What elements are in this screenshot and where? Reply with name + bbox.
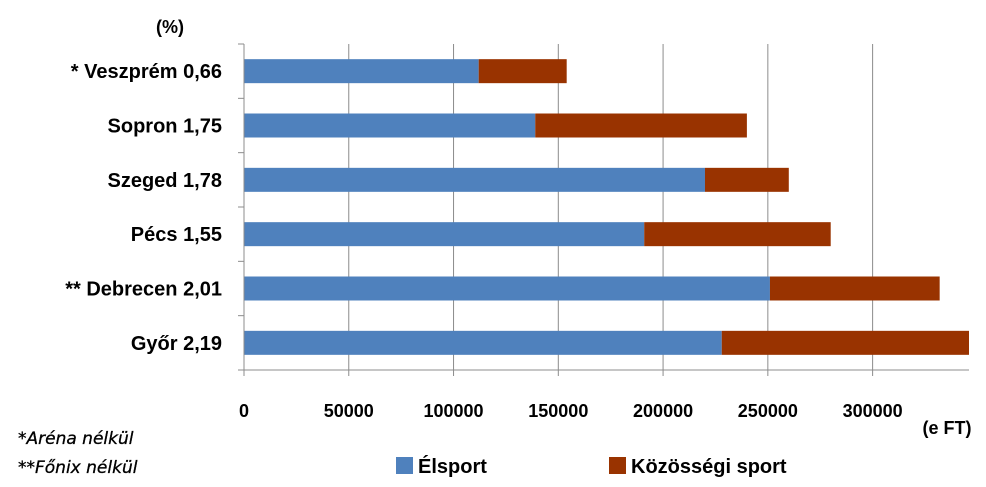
legend-label: Közösségi sport — [631, 456, 787, 478]
x-unit-label: (e FT) — [923, 418, 972, 438]
legend-swatch — [396, 457, 413, 474]
axes: 0 50000 100000 150000 200000 250000 300000 Győr… — [65, 43, 969, 421]
bar-segment — [244, 222, 645, 247]
x-tick-label: 0 — [239, 401, 249, 421]
bar-segment — [478, 59, 567, 84]
category-label: Pécs 1,55 — [131, 224, 222, 246]
x-tick-label: 200000 — [633, 401, 693, 421]
bar-segment — [769, 276, 940, 301]
category-label: * Veszprém 0,66 — [71, 61, 222, 83]
bar-segment — [244, 59, 479, 84]
x-tick-label: 250000 — [738, 401, 798, 421]
category-label: ** Debrecen 2,01 — [65, 279, 222, 301]
footnotes: *Aréna nélkül **Főnix nélkül — [18, 429, 138, 478]
x-tick-label: 300000 — [843, 401, 903, 421]
grid-lines — [348, 44, 874, 370]
legend: Élsport Közösségi sport — [396, 455, 787, 478]
footnote-fonix: **Főnix nélkül — [18, 458, 138, 478]
bars — [244, 59, 969, 355]
bar-segment — [244, 167, 705, 192]
category-label: Sopron 1,75 — [108, 116, 222, 138]
category-label: Győr 2,19 — [131, 333, 222, 355]
bar-segment — [644, 222, 831, 247]
bar-segment — [244, 330, 722, 355]
legend-label: Élsport — [418, 455, 487, 478]
bar-segment — [704, 167, 789, 192]
bar-segment — [244, 276, 770, 301]
legend-swatch — [609, 457, 626, 474]
x-tick-label: 150000 — [528, 401, 588, 421]
bar-segment — [721, 330, 969, 355]
x-tick-label: 50000 — [324, 401, 374, 421]
x-tick-label: 100000 — [423, 401, 483, 421]
category-label: Szeged 1,78 — [107, 170, 222, 192]
y-unit-label: (%) — [156, 17, 184, 37]
bar-segment — [535, 113, 747, 138]
footnote-arena: *Aréna nélkül — [18, 429, 134, 449]
bar-segment — [244, 113, 536, 138]
